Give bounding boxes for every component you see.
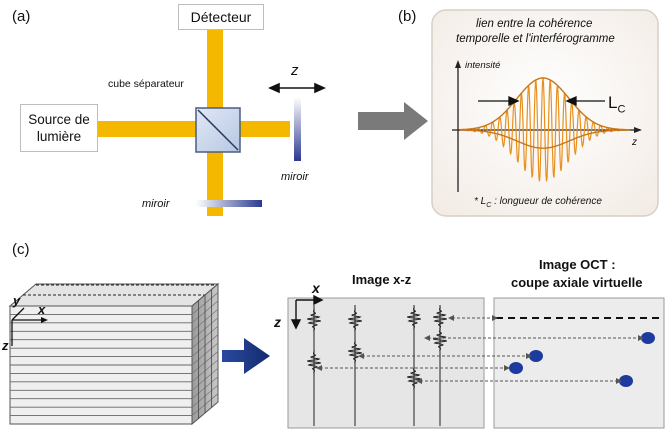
transfer-arrow-tail <box>358 353 364 359</box>
a-line-fringe <box>433 328 447 352</box>
xz-axis-z-label: z <box>274 314 281 330</box>
y-axis-label: intensité <box>465 60 501 71</box>
a-line-fringe <box>348 340 362 364</box>
axis-z-a: z <box>291 62 299 79</box>
x-axis-label: z <box>632 137 637 148</box>
panel-c <box>8 282 665 429</box>
beam-horizontal-left <box>96 121 198 137</box>
transfer-arrow-head <box>504 365 510 371</box>
blue-arrow <box>222 338 270 374</box>
lc-letter: L <box>608 93 618 112</box>
oct-title-1: Image OCT : <box>539 257 616 272</box>
image-xz-title: Image x-z <box>352 272 412 287</box>
a-line-fringe <box>348 308 362 332</box>
oct-title-2: coupe axiale virtuelle <box>511 275 643 290</box>
lc-subscript: C <box>617 103 626 116</box>
lc-label: LC <box>608 93 625 115</box>
panel-c-label: (c) <box>12 241 30 258</box>
stack-x-arrow <box>41 317 48 323</box>
oct-box <box>493 297 665 429</box>
transfer-arrow-tail <box>448 315 454 321</box>
oct-dot <box>529 350 543 362</box>
transfer-arrow-tail <box>424 335 430 341</box>
mirror-right-label: miroir <box>281 171 309 183</box>
a-line-fringe <box>407 366 421 390</box>
z-double-arrow <box>268 82 326 94</box>
stack-axis-y: y <box>13 293 21 308</box>
y-axis-arrow <box>455 60 461 68</box>
xz-a-lines <box>307 305 447 426</box>
footnote-sub: C <box>486 202 492 209</box>
source-label: Source de lumière <box>20 104 98 152</box>
detector-text: Détecteur <box>190 9 252 25</box>
stack-y-axis <box>11 307 25 321</box>
panel-b-title-1: lien entre la cohérence <box>476 18 593 30</box>
transition-arrow <box>358 102 428 140</box>
transfer-arrow-tail <box>316 365 322 371</box>
panel-b <box>431 9 659 217</box>
oct-dot <box>619 375 633 387</box>
stack-axis-x: x <box>38 302 46 317</box>
transfer-arrow-tail <box>416 378 422 384</box>
panel-a-label: (a) <box>12 8 31 25</box>
source-line1: Source de <box>28 112 90 127</box>
panel-b-title-2: temporelle et l'interférogramme <box>456 33 615 45</box>
footnote: * LC : longueur de cohérence <box>474 196 602 209</box>
footnote-text: : longueur de cohérence <box>491 196 602 207</box>
footnote-prefix: * L <box>474 196 487 207</box>
source-line2: lumière <box>36 129 82 144</box>
oct-dot <box>509 362 523 374</box>
lc-arrows <box>478 95 605 107</box>
a-line-fringe <box>307 350 321 374</box>
mirror-right <box>294 97 301 161</box>
transfer-arrows <box>316 315 644 384</box>
oct-dot <box>641 332 655 344</box>
transfer-arrow-head <box>616 378 622 384</box>
oct-dots <box>509 332 655 387</box>
slice-stack <box>8 282 220 426</box>
mirror-bottom <box>196 200 262 207</box>
transfer-arrow-head <box>492 315 498 321</box>
a-line-fringe <box>407 306 421 330</box>
xz-axis-x-label: x <box>312 280 320 296</box>
envelope-bottom <box>460 129 630 149</box>
detector-label: Détecteur <box>178 4 264 30</box>
stack-axis-z: z <box>2 338 9 353</box>
interferogram-curve <box>460 77 630 182</box>
panel-a <box>96 22 326 216</box>
x-axis-arrow <box>634 127 642 133</box>
beamsplitter-diagonal <box>197 109 239 151</box>
transfer-arrow-head <box>638 335 644 341</box>
xz-axes <box>290 294 324 330</box>
a-line-fringe <box>307 308 321 332</box>
envelope-top <box>460 77 630 131</box>
transfer-arrow-head <box>526 353 532 359</box>
mirror-bottom-label: miroir <box>142 198 170 210</box>
a-line-fringe <box>433 306 447 330</box>
panel-b-label: (b) <box>398 8 417 25</box>
beam-horizontal-right <box>240 121 290 137</box>
beamsplitter-label: cube séparateur <box>108 78 184 90</box>
